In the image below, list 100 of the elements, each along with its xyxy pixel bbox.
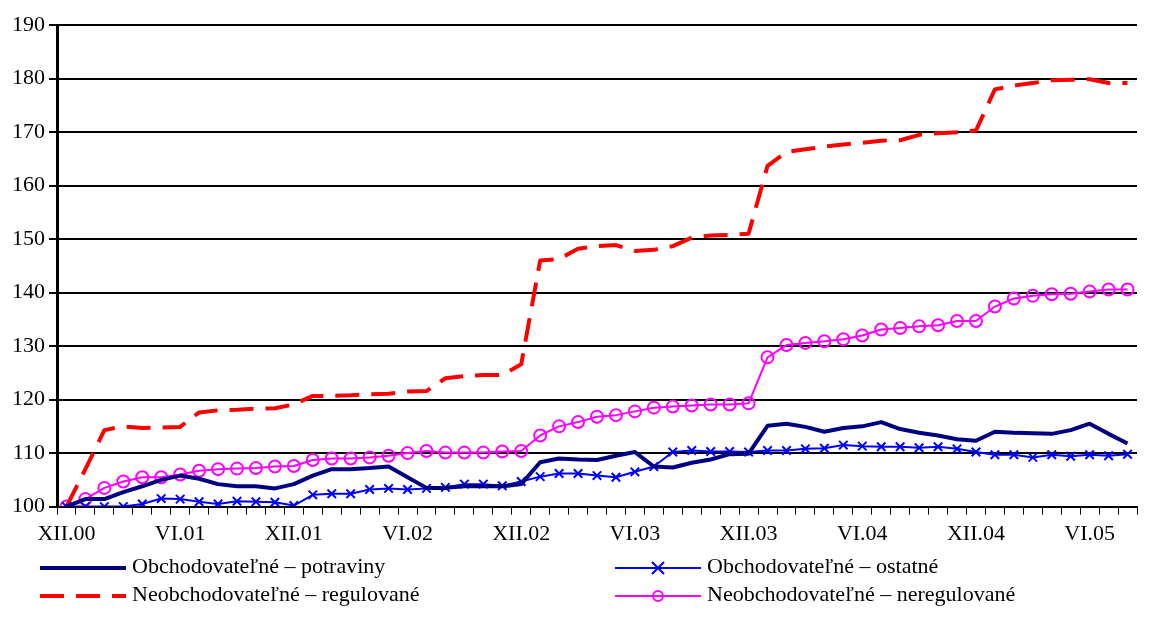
x-tick-label: VI.03 [609, 519, 661, 545]
point [874, 322, 889, 337]
point [155, 493, 167, 504]
point [590, 409, 604, 424]
point [324, 451, 339, 466]
point [608, 408, 623, 423]
point [192, 463, 207, 478]
point [913, 442, 925, 454]
point [174, 493, 186, 505]
point [667, 446, 679, 458]
point [211, 462, 226, 477]
point [230, 461, 244, 476]
point [116, 474, 131, 489]
x-tick-label: XII.04 [946, 519, 1005, 545]
legend-label: Neobchodovateľné – neregulované [707, 581, 1016, 606]
x-tick-label: XII.01 [264, 519, 323, 545]
y-tick-label: 130 [12, 331, 45, 357]
point [552, 419, 567, 434]
point [817, 334, 832, 349]
point [1120, 282, 1135, 297]
point [686, 445, 697, 456]
legend-label: Neobchodovateľné – regulované [132, 581, 420, 606]
y-tick-label: 170 [12, 117, 45, 143]
point [781, 445, 792, 456]
y-tick-label: 150 [12, 224, 45, 250]
point [760, 350, 775, 365]
point [893, 320, 908, 335]
point [97, 480, 112, 495]
point [250, 496, 262, 507]
point [951, 443, 963, 455]
point [1027, 452, 1039, 463]
point [1065, 451, 1076, 462]
y-tick-label: 110 [12, 438, 45, 464]
point [457, 445, 472, 460]
point [419, 443, 434, 458]
point [703, 397, 718, 412]
point [989, 449, 1001, 460]
x-tick-label: VI.02 [382, 519, 433, 545]
point [932, 441, 944, 452]
point [514, 443, 529, 458]
point [931, 318, 946, 333]
point [800, 443, 811, 455]
point [968, 313, 983, 328]
point [173, 467, 188, 482]
point [610, 471, 622, 483]
point [762, 445, 773, 456]
point [248, 461, 263, 476]
y-tick-label: 190 [12, 10, 45, 36]
point [1084, 449, 1095, 460]
point [212, 498, 224, 507]
point [857, 440, 868, 452]
point [231, 496, 243, 507]
point [193, 496, 205, 507]
point [305, 453, 320, 468]
point [1101, 282, 1116, 297]
point [1046, 449, 1057, 460]
point [440, 482, 451, 493]
point [383, 483, 394, 494]
point [646, 400, 661, 415]
point [629, 466, 641, 478]
point [591, 470, 603, 481]
point [970, 446, 982, 458]
point [1063, 286, 1078, 301]
point [343, 451, 358, 466]
y-tick-label: 180 [12, 64, 45, 90]
point [875, 441, 887, 452]
point [684, 398, 699, 413]
y-tick-label: 120 [12, 385, 45, 411]
point [364, 484, 375, 495]
point [362, 450, 377, 465]
point [135, 470, 150, 485]
point [912, 319, 927, 334]
x-tick-label: XII.02 [492, 519, 551, 545]
point [798, 335, 813, 350]
point [78, 492, 93, 507]
point [438, 445, 453, 460]
point [571, 415, 586, 430]
x-tick-label: VI.05 [1064, 519, 1115, 545]
point [819, 443, 830, 454]
x-tick-label: VI.04 [836, 519, 888, 545]
point [533, 428, 548, 443]
point [1103, 450, 1114, 462]
y-tick-label: 100 [12, 492, 45, 518]
point [476, 445, 491, 460]
point [381, 448, 396, 463]
point [855, 328, 870, 343]
point [267, 459, 282, 474]
point [950, 313, 964, 328]
point [1122, 448, 1133, 460]
point [269, 497, 281, 507]
point [400, 446, 415, 461]
point [741, 396, 756, 411]
point [1008, 449, 1020, 460]
point [1025, 288, 1040, 303]
point [705, 446, 716, 457]
point [553, 468, 565, 479]
x-tick-label: XII.03 [719, 519, 778, 545]
point [1006, 291, 1021, 306]
x-tick-label: XII.00 [37, 519, 96, 545]
x-tick-label: VI.01 [154, 519, 206, 545]
